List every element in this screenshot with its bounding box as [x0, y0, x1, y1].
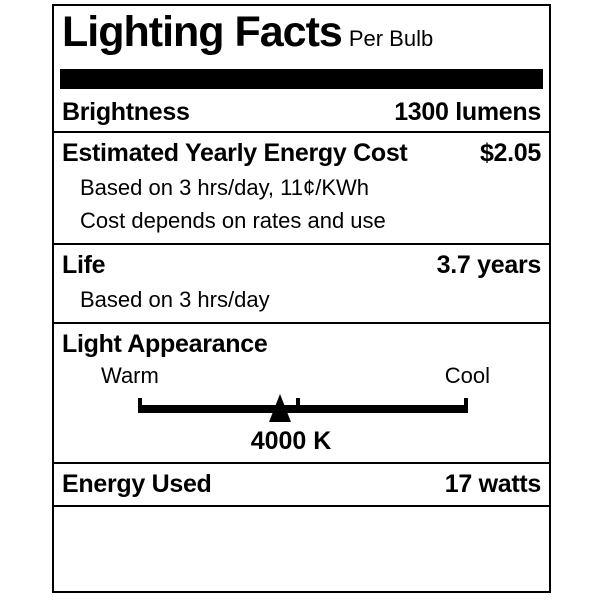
energy-cost-note-disclaimer: Cost depends on rates and use: [80, 208, 386, 233]
energy-cost-section: Estimated Yearly Energy Cost $2.05 Based…: [54, 133, 549, 245]
brightness-row: Brightness 1300 lumens: [61, 89, 542, 131]
scale-left-endcap: [138, 398, 142, 413]
color-temperature-value: 4000 K: [250, 427, 332, 455]
scale-center-tick: [296, 398, 301, 413]
light-appearance-scale: Warm Cool 4000 K: [61, 358, 542, 462]
life-row: Life 3.7 years: [61, 245, 542, 283]
brightness-section: Brightness 1300 lumens: [54, 89, 549, 133]
energy-cost-label: Estimated Yearly Energy Cost: [62, 139, 408, 167]
energy-used-value: 17 watts: [444, 470, 542, 498]
lighting-facts-label: Lighting Facts Per Bulb Brightness 1300 …: [52, 4, 551, 593]
color-temperature-scale-bar: [138, 394, 468, 422]
energy-cost-note-basis: Based on 3 hrs/day, 11¢/KWh: [80, 175, 370, 200]
energy-used-label: Energy Used: [62, 470, 212, 498]
light-appearance-heading: Light Appearance: [62, 330, 268, 358]
header-separator-bar: [60, 69, 543, 89]
energy-cost-value: $2.05: [479, 139, 541, 167]
scale-warm-label: Warm: [101, 363, 159, 388]
energy-cost-row: Estimated Yearly Energy Cost $2.05: [61, 133, 542, 171]
scale-cool-label: Cool: [444, 363, 490, 388]
label-subtitle: Per Bulb: [348, 26, 434, 51]
brightness-value: 1300 lumens: [394, 98, 541, 126]
scale-right-endcap: [464, 398, 468, 413]
light-appearance-section: Light Appearance Warm Cool 4000 K: [54, 324, 549, 464]
life-label: Life: [62, 251, 106, 279]
life-section: Life 3.7 years Based on 3 hrs/day: [54, 245, 549, 324]
energy-used-section: Energy Used 17 watts: [54, 464, 549, 507]
energy-used-row: Energy Used 17 watts: [61, 464, 542, 505]
scale-marker-triangle-icon: [268, 394, 291, 422]
brightness-label: Brightness: [62, 98, 190, 126]
life-note-basis: Based on 3 hrs/day: [80, 287, 270, 312]
life-value: 3.7 years: [436, 251, 542, 279]
label-title: Lighting Facts: [62, 8, 343, 56]
label-header: Lighting Facts Per Bulb: [54, 6, 549, 69]
